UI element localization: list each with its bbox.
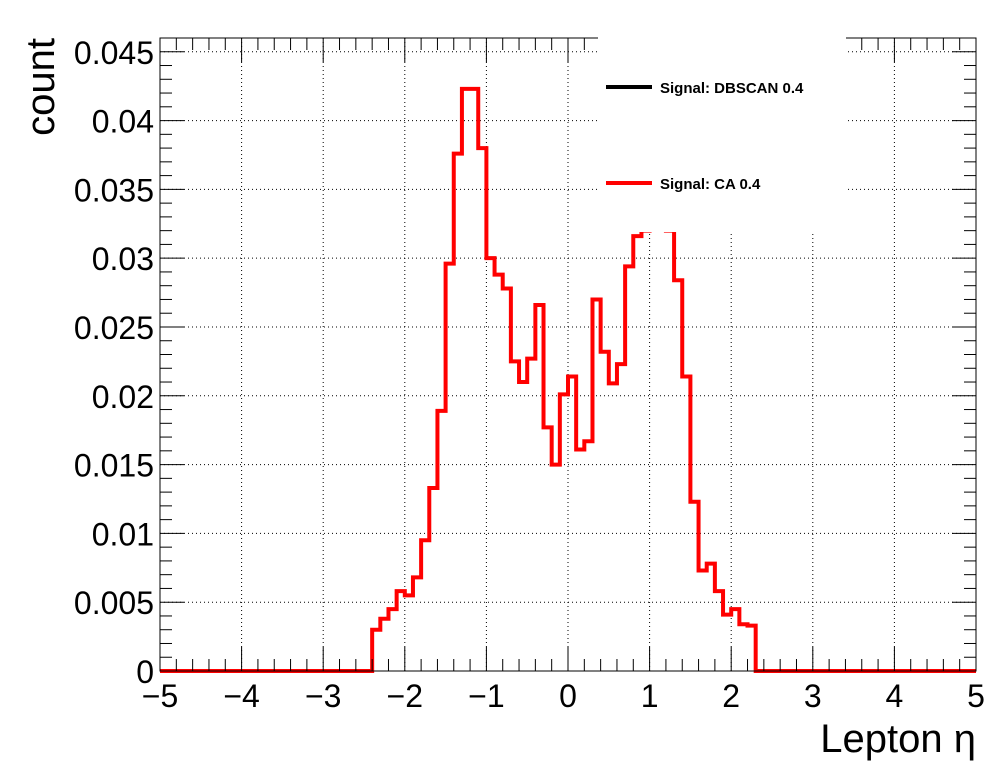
- x-tick-label: −4: [223, 678, 259, 714]
- y-tick-label: 0.045: [74, 35, 154, 71]
- x-tick-label: 4: [886, 678, 904, 714]
- y-tick-label: 0.015: [74, 448, 154, 484]
- series-layer: [160, 86, 976, 673]
- grid-lines: [160, 38, 976, 671]
- x-tick-label: 2: [722, 678, 740, 714]
- histogram-line: [160, 86, 976, 673]
- legend-label: Signal: CA 0.4: [660, 176, 761, 193]
- x-tick-label: 3: [804, 678, 822, 714]
- y-axis-title: count: [19, 38, 63, 136]
- y-tick-label: 0.02: [92, 379, 154, 415]
- x-tick-label: 5: [967, 678, 985, 714]
- legend-label: Signal: DBSCAN 0.4: [660, 80, 804, 97]
- x-tick-label: −3: [305, 678, 341, 714]
- x-tick-label: −2: [387, 678, 423, 714]
- x-tick-label: −5: [142, 678, 178, 714]
- y-tick-label: 0.035: [74, 172, 154, 208]
- x-tick-label: 0: [559, 678, 577, 714]
- legend: Signal: DBSCAN 0.4 Signal: CA 0.4: [598, 34, 846, 232]
- legend-box: [598, 34, 846, 232]
- y-tick-label: 0.025: [74, 310, 154, 346]
- axis-labels: −5 −4 −3 −2 −1 0 1 2 3 4 5 0 0.005 0.01 0.015 0.02 0.025…: [19, 35, 985, 761]
- y-tick-label: 0.03: [92, 241, 154, 277]
- y-tick-label: 0.04: [92, 104, 154, 140]
- y-tick-label: 0: [136, 654, 154, 690]
- y-tick-label: 0.005: [74, 585, 154, 621]
- x-tick-label: 1: [641, 678, 659, 714]
- y-tick-label: 0.01: [92, 516, 154, 552]
- x-axis-title: Lepton η: [820, 717, 976, 761]
- x-tick-label: −1: [468, 678, 504, 714]
